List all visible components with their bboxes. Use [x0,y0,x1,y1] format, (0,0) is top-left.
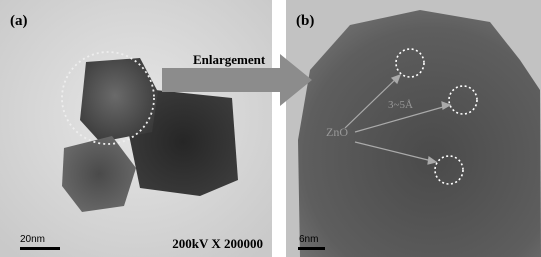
arrow-label: Enlargement [193,52,266,67]
panel-a: (a) 20nm 200kV X 200000 [0,0,272,257]
annotation: ZnO [326,125,348,139]
scale-label: 20nm [20,234,45,245]
panel-b: ZnO 3~5Å (b) 6nm [286,0,541,257]
scale-label: 6nm [299,234,318,245]
annotation: 3~5Å [388,99,413,111]
figure: (a) 20nm 200kV X 200000 ZnO 3~5Å (b) 6nm… [0,0,541,257]
scale-bar [298,247,325,250]
panel-label: (b) [296,13,314,29]
scale-bar [20,247,60,250]
panel-label: (a) [10,13,28,29]
caption: 200kV X 200000 [172,236,263,251]
particle [80,58,158,142]
